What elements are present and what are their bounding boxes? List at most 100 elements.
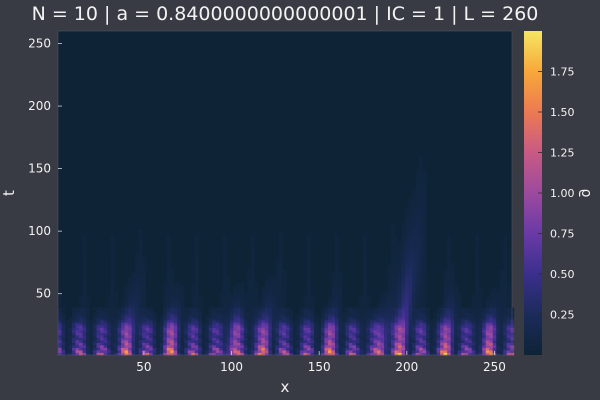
- heatmap-cell: [275, 284, 280, 288]
- heatmap-cell: [485, 302, 490, 306]
- heatmap-cell: [289, 314, 294, 318]
- heatmap-cell: [503, 309, 508, 313]
- heatmap-cell: [240, 317, 245, 321]
- colorbar-tick-label: 0.25: [550, 309, 575, 322]
- heatmap-cell: [103, 347, 108, 351]
- heatmap-cell: [401, 339, 406, 343]
- heatmap-cell: [215, 329, 220, 333]
- heatmap-cell: [327, 342, 332, 346]
- heatmap-cell: [419, 334, 424, 338]
- heatmap-cell: [268, 294, 273, 298]
- heatmap-cell: [145, 339, 150, 343]
- heatmap-cell: [79, 319, 83, 323]
- heatmap-cell: [261, 334, 266, 338]
- heatmap-cell: [412, 267, 416, 271]
- heatmap-cell: [261, 292, 266, 296]
- heatmap-cell: [313, 329, 318, 333]
- heatmap-cell: [222, 334, 227, 338]
- heatmap-cell: [485, 350, 490, 353]
- heatmap-cell: [419, 284, 424, 288]
- heatmap-cell: [138, 242, 143, 246]
- heatmap-cell: [457, 304, 462, 308]
- heatmap-cell: [138, 322, 143, 326]
- heatmap-cell: [264, 289, 269, 293]
- heatmap-cell: [100, 322, 104, 326]
- heatmap-cell: [191, 332, 196, 336]
- heatmap-cell: [499, 312, 504, 316]
- heatmap-cell: [128, 312, 133, 316]
- heatmap-cell: [107, 317, 111, 321]
- heatmap-cell: [212, 352, 217, 356]
- heatmap-cell: [391, 350, 395, 353]
- heatmap-cell: [391, 297, 395, 301]
- heatmap-cell: [184, 319, 189, 323]
- heatmap-cell: [306, 342, 311, 346]
- heatmap-cell: [135, 299, 140, 303]
- heatmap-cell: [212, 307, 217, 311]
- heatmap-cell: [138, 352, 143, 356]
- heatmap-cell: [506, 322, 511, 326]
- heatmap-cell: [275, 307, 280, 311]
- heatmap-cell: [496, 309, 501, 313]
- heatmap-cell: [433, 327, 438, 331]
- heatmap-cell: [447, 292, 452, 296]
- heatmap-cell: [405, 347, 409, 351]
- heatmap-cell: [96, 317, 101, 321]
- heatmap-cell: [243, 324, 248, 328]
- heatmap-cell: [331, 319, 336, 323]
- heatmap-cell: [82, 289, 87, 293]
- heatmap-cell: [191, 322, 196, 326]
- heatmap-cell: [306, 309, 311, 313]
- heatmap-cell: [86, 314, 90, 318]
- heatmap-cell: [205, 317, 210, 321]
- heatmap-cell: [268, 314, 273, 318]
- heatmap-cell: [303, 294, 308, 298]
- heatmap-cell: [412, 277, 416, 281]
- heatmap-cell: [82, 294, 87, 298]
- heatmap-cell: [461, 322, 466, 326]
- heatmap-cell: [408, 199, 413, 203]
- heatmap-cell: [268, 307, 273, 311]
- heatmap-cell: [422, 344, 427, 348]
- heatmap-cell: [124, 319, 129, 323]
- heatmap-cell: [380, 292, 385, 296]
- heatmap-cell: [394, 314, 399, 318]
- heatmap-cell: [166, 350, 171, 353]
- heatmap-cell: [103, 329, 108, 333]
- heatmap-cell: [503, 329, 508, 333]
- heatmap-cell: [219, 314, 224, 318]
- heatmap-cell: [412, 350, 416, 353]
- heatmap-cell: [268, 352, 273, 356]
- heatmap-cell: [391, 282, 395, 286]
- heatmap-cell: [128, 337, 133, 341]
- heatmap-cell: [152, 342, 157, 346]
- heatmap-cell: [475, 352, 480, 356]
- heatmap-cell: [443, 289, 448, 293]
- heatmap-cell: [341, 342, 346, 346]
- heatmap-cell: [128, 332, 133, 336]
- heatmap-cell: [370, 339, 374, 343]
- heatmap-cell: [415, 337, 420, 341]
- heatmap-cell: [222, 337, 227, 341]
- heatmap-cell: [289, 347, 294, 351]
- heatmap-cell: [194, 234, 199, 238]
- heatmap-cell: [110, 262, 115, 266]
- heatmap-cell: [278, 289, 283, 293]
- heatmap-cell: [285, 342, 290, 346]
- heatmap-cell: [257, 352, 262, 356]
- heatmap-cell: [489, 324, 494, 328]
- heatmap-cell: [135, 292, 140, 296]
- heatmap-cell: [415, 322, 420, 326]
- heatmap-cell: [334, 322, 339, 326]
- heatmap-cell: [79, 322, 83, 326]
- heatmap-cell: [492, 314, 497, 318]
- heatmap-cell: [499, 314, 504, 318]
- heatmap-cell: [247, 302, 252, 306]
- heatmap-cell: [271, 307, 276, 311]
- heatmap-cell: [503, 279, 508, 283]
- heatmap-cell: [408, 344, 413, 348]
- heatmap-cell: [457, 319, 462, 323]
- heatmap-cell: [394, 259, 399, 263]
- heatmap-cell: [79, 332, 83, 336]
- heatmap-cell: [240, 332, 245, 336]
